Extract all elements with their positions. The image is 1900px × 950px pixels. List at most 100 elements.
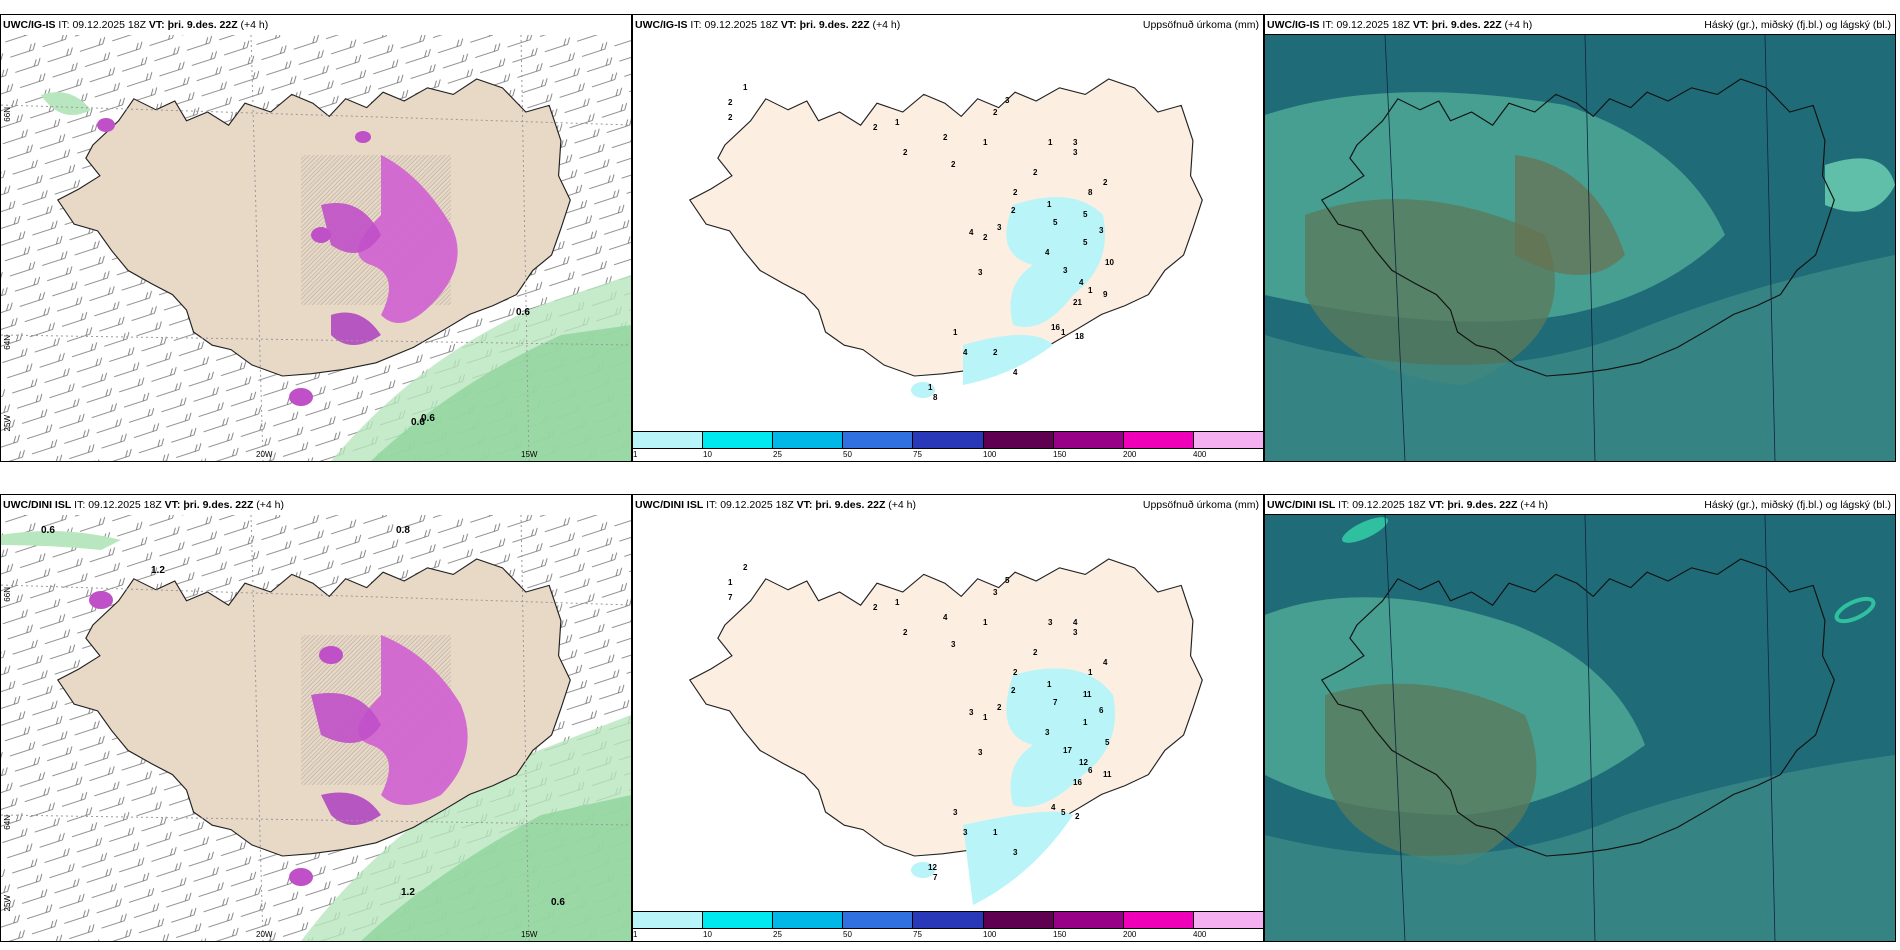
precip-value: 4 xyxy=(1051,803,1056,812)
precip-value: 7 xyxy=(933,873,938,882)
legend-swatch xyxy=(1053,432,1124,448)
precip-value: 4 xyxy=(1079,278,1084,287)
precip-value: 2 xyxy=(983,233,988,242)
precip-value: 2 xyxy=(997,703,1002,712)
wind-label: 0.6 xyxy=(41,525,55,536)
panel-header: UWC/IG-IS IT: 09.12.2025 18Z VT: þri. 9.… xyxy=(633,15,1263,35)
precip-value: 4 xyxy=(1045,248,1050,257)
legend-swatch xyxy=(983,912,1054,928)
precip-value: 12 xyxy=(1079,758,1088,767)
map-title: Háský (gr.), miðský (fj.bl.) og lágský (… xyxy=(1704,499,1891,511)
precip-value: 2 xyxy=(1013,668,1018,677)
wind-label: 1.2 xyxy=(151,565,165,576)
precip-value: 2 xyxy=(951,160,956,169)
panel-header: UWC/IG-IS IT: 09.12.2025 18Z VT: þri. 9.… xyxy=(1265,15,1895,35)
precip-value: 12 xyxy=(928,863,937,872)
precip-value: 1 xyxy=(1047,680,1052,689)
precip-value: 3 xyxy=(993,588,998,597)
precip-value: 1 xyxy=(1088,668,1093,677)
precip-value: 5 xyxy=(1083,210,1088,219)
precip-value: 16 xyxy=(1073,778,1082,787)
precip-value: 7 xyxy=(728,593,733,602)
precip-value: 1 xyxy=(1083,718,1088,727)
cloud-panel-bottom: UWC/DINI ISL IT: 09.12.2025 18Z VT: þri.… xyxy=(1264,494,1896,942)
lon-label: 25W xyxy=(3,415,12,432)
precip-value: 1 xyxy=(1061,328,1066,337)
precip-value: 1 xyxy=(983,713,988,722)
precip-value: 11 xyxy=(1103,770,1112,779)
legend-swatch xyxy=(633,912,704,928)
precip-value: 1 xyxy=(993,828,998,837)
precip-value: 2 xyxy=(743,563,748,572)
legend-swatch xyxy=(843,912,914,928)
precip-value: 5 xyxy=(1005,576,1010,585)
precip-value: 1 xyxy=(983,618,988,627)
precip-value: 2 xyxy=(1033,168,1038,177)
precip-value: 2 xyxy=(903,628,908,637)
precip-value: 4 xyxy=(1103,658,1108,667)
precip-value: 6 xyxy=(1099,706,1104,715)
precip-value: 21 xyxy=(1073,298,1082,307)
precip-value: 3 xyxy=(1063,266,1068,275)
wind-label: 0.6 xyxy=(411,417,425,428)
precip-value: 1 xyxy=(895,118,900,127)
precip-value: 1 xyxy=(953,328,958,337)
precip-value: 1 xyxy=(928,383,933,392)
precip-value: 8 xyxy=(1088,188,1093,197)
legend-swatch xyxy=(773,912,844,928)
precip-value: 2 xyxy=(1033,648,1038,657)
precip-value: 3 xyxy=(978,748,983,757)
legend-swatch xyxy=(1193,432,1263,448)
lead-time: (+4 h) xyxy=(240,19,269,31)
precip-value: 5 xyxy=(1061,808,1066,817)
precip-value: 3 xyxy=(978,268,983,277)
precip-value: 4 xyxy=(963,348,968,357)
precip-value: 2 xyxy=(943,133,948,142)
precip-value: 2 xyxy=(1075,812,1080,821)
legend-swatch xyxy=(1123,912,1194,928)
precip-panel-bottom: UWC/DINI ISL IT: 09.12.2025 18Z VT: þri.… xyxy=(632,494,1264,942)
precip-value: 3 xyxy=(963,828,968,837)
wind-panel-bottom: UWC/DINI ISL IT: 09.12.2025 18Z VT: þri.… xyxy=(0,494,632,942)
panel-header: UWC/DINI ISL IT: 09.12.2025 18Z VT: þri.… xyxy=(633,495,1263,515)
precip-value: 1 xyxy=(1048,138,1053,147)
legend-swatch xyxy=(1123,432,1194,448)
wind-label: 0.6 xyxy=(516,307,530,318)
precip-value: 4 xyxy=(969,228,974,237)
precip-value: 1 xyxy=(728,578,733,587)
precip-value: 3 xyxy=(1073,628,1078,637)
panel-header: UWC/DINI ISL IT: 09.12.2025 18Z VT: þri.… xyxy=(1265,495,1895,515)
lat-label: 66N xyxy=(3,107,12,122)
precip-value: 3 xyxy=(953,808,958,817)
wind-label: 0.8 xyxy=(396,525,410,536)
precip-value: 2 xyxy=(1011,686,1016,695)
legend-swatch xyxy=(983,432,1054,448)
precip-panel-top: UWC/IG-IS IT: 09.12.2025 18Z VT: þri. 9.… xyxy=(632,14,1264,462)
precip-value: 11 xyxy=(1083,690,1092,699)
precip-value: 2 xyxy=(873,123,878,132)
map-title: Uppsöfnuð úrkoma (mm) xyxy=(1142,499,1259,511)
precip-value: 2 xyxy=(1013,188,1018,197)
precip-value: 2 xyxy=(1103,178,1108,187)
precip-value: 1 xyxy=(895,598,900,607)
legend-swatch xyxy=(1053,912,1124,928)
valid-time: þri. 9.des. 22Z xyxy=(167,19,238,31)
precip-value: 1 xyxy=(1088,286,1093,295)
model-name: UWC/IG-IS xyxy=(3,19,56,31)
lon-label: 20W xyxy=(256,450,273,459)
legend-swatch xyxy=(703,912,774,928)
legend-swatch xyxy=(773,432,844,448)
precip-value: 18 xyxy=(1075,332,1084,341)
precip-value: 5 xyxy=(1105,738,1110,747)
cloud-map xyxy=(1265,35,1895,461)
precip-value: 16 xyxy=(1051,323,1060,332)
map-title: Háský (gr.), miðský (fj.bl.) og lágský (… xyxy=(1704,19,1891,31)
legend-ticks: 1 10 25 50 75 100 150 200 400 xyxy=(633,930,1207,939)
precip-value: 6 xyxy=(1088,766,1093,775)
cloud-map xyxy=(1265,515,1895,941)
precip-value: 3 xyxy=(1045,728,1050,737)
